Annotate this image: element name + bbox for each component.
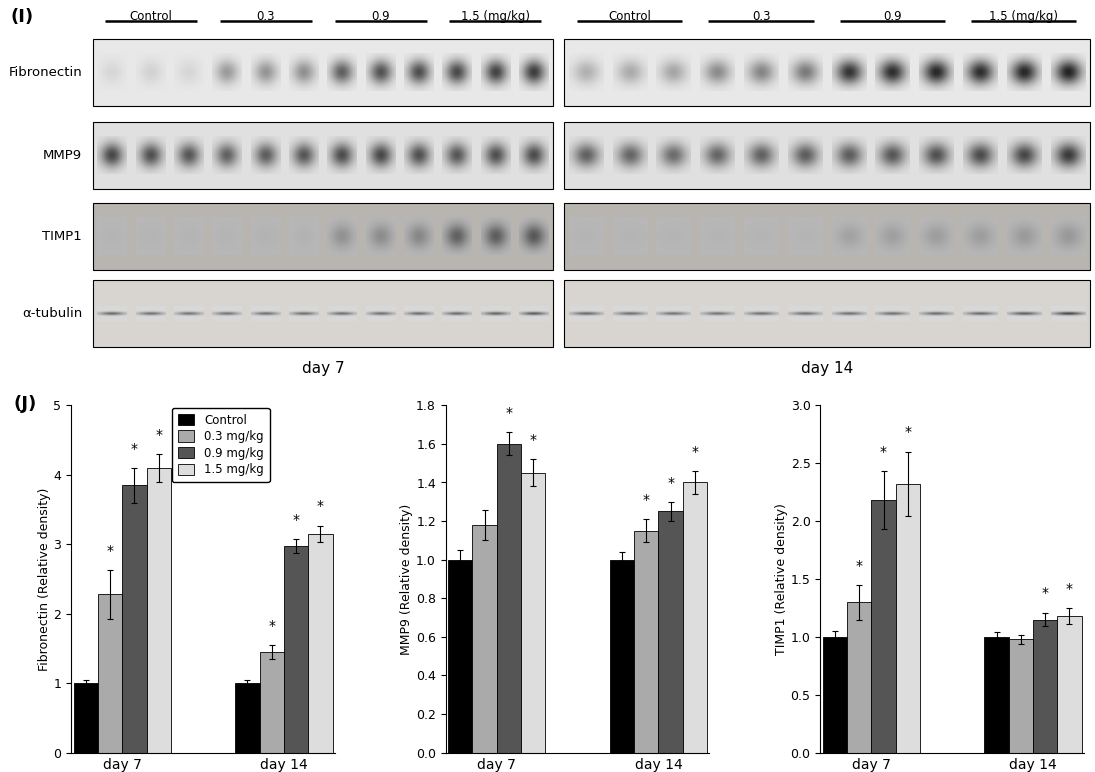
Bar <box>472 525 497 753</box>
Text: *: * <box>292 513 300 527</box>
Text: Control: Control <box>129 10 172 22</box>
Text: α-tubulin: α-tubulin <box>22 307 82 320</box>
Bar <box>93 202 553 270</box>
Bar <box>93 121 553 189</box>
Bar <box>564 202 1090 270</box>
Bar <box>497 444 521 753</box>
Text: Fibronectin: Fibronectin <box>9 66 82 79</box>
Text: *: * <box>667 476 675 489</box>
Text: *: * <box>691 445 699 459</box>
Text: *: * <box>880 445 887 459</box>
Text: 0.9: 0.9 <box>883 10 902 22</box>
Text: day 7: day 7 <box>302 361 344 377</box>
Text: *: * <box>904 425 911 439</box>
Legend: Control, 0.3 mg/kg, 0.9 mg/kg, 1.5 mg/kg: Control, 0.3 mg/kg, 0.9 mg/kg, 1.5 mg/kg <box>172 408 269 482</box>
Bar <box>147 468 171 753</box>
Bar <box>235 683 260 753</box>
Y-axis label: Fibronectin (Relative density): Fibronectin (Relative density) <box>37 487 50 671</box>
Bar <box>448 560 472 753</box>
Text: 1.5 (mg/kg): 1.5 (mg/kg) <box>461 10 530 22</box>
Bar <box>123 485 147 753</box>
Text: *: * <box>530 433 537 447</box>
Bar <box>1008 639 1033 753</box>
Bar <box>984 637 1008 753</box>
Y-axis label: TIMP1 (Relative density): TIMP1 (Relative density) <box>775 503 787 655</box>
Bar <box>872 500 896 753</box>
Bar <box>93 39 553 106</box>
Bar <box>284 546 308 753</box>
Bar <box>93 279 553 347</box>
Bar <box>564 39 1090 106</box>
Text: (I): (I) <box>11 8 34 25</box>
Text: *: * <box>643 493 649 507</box>
Bar <box>521 472 545 753</box>
Bar <box>564 279 1090 347</box>
Text: day 14: day 14 <box>800 361 853 377</box>
Text: 0.3: 0.3 <box>752 10 770 22</box>
Bar <box>610 560 634 753</box>
Text: *: * <box>855 559 863 573</box>
Bar <box>97 594 123 753</box>
Text: *: * <box>155 428 162 442</box>
Text: MMP9: MMP9 <box>43 149 82 162</box>
Y-axis label: MMP9 (Relative density): MMP9 (Relative density) <box>401 503 413 655</box>
Bar <box>896 484 920 753</box>
Bar <box>848 602 872 753</box>
Text: *: * <box>106 543 114 558</box>
Text: *: * <box>1041 587 1049 601</box>
Bar <box>1033 619 1058 753</box>
Text: TIMP1: TIMP1 <box>43 230 82 243</box>
Bar <box>260 652 284 753</box>
Text: Control: Control <box>608 10 652 22</box>
Bar <box>1058 616 1082 753</box>
Bar <box>822 637 848 753</box>
Text: *: * <box>131 442 138 455</box>
Text: (J): (J) <box>13 395 36 413</box>
Text: 0.3: 0.3 <box>256 10 275 22</box>
Bar <box>73 683 97 753</box>
Text: 1.5 (mg/kg): 1.5 (mg/kg) <box>989 10 1059 22</box>
Bar <box>658 511 683 753</box>
Text: *: * <box>1065 582 1073 596</box>
Bar <box>634 531 658 753</box>
Text: *: * <box>506 406 512 420</box>
Bar <box>683 482 707 753</box>
Text: *: * <box>268 619 275 633</box>
Text: 0.9: 0.9 <box>371 10 390 22</box>
Bar <box>308 534 333 753</box>
Text: *: * <box>316 499 324 513</box>
Bar <box>564 121 1090 189</box>
